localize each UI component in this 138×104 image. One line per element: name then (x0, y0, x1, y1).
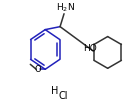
Text: HO: HO (83, 44, 97, 53)
Text: Cl: Cl (58, 91, 68, 101)
Text: H: H (51, 86, 59, 96)
Text: O: O (35, 65, 42, 74)
Text: H$_2$N: H$_2$N (56, 2, 75, 14)
